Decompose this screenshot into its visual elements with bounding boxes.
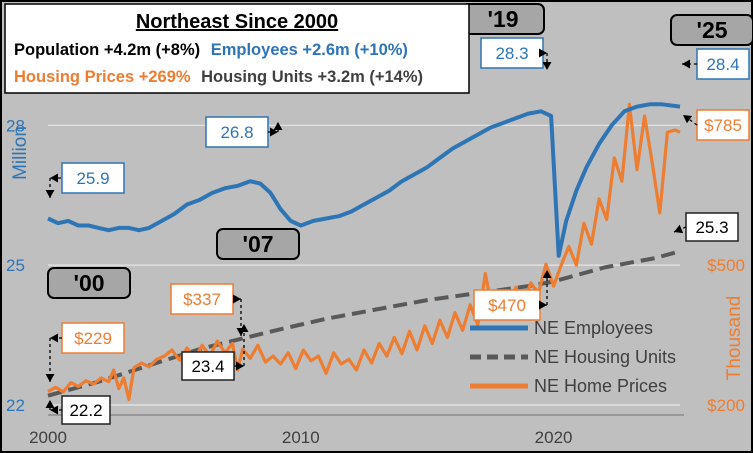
price-callout-box bbox=[61, 322, 125, 354]
x-tick-label: 2020 bbox=[535, 428, 573, 447]
series-line-ne-employees bbox=[47, 102, 681, 258]
price-callout-label: $337 bbox=[183, 290, 221, 309]
gridlines bbox=[48, 124, 680, 406]
left-tick-label: 28 bbox=[6, 116, 25, 135]
right-tick-label: $200 bbox=[707, 396, 745, 415]
employees-callout-label: 25.9 bbox=[76, 169, 109, 188]
annotation-arrowhead bbox=[682, 59, 690, 69]
units-callout-box bbox=[685, 212, 739, 242]
employees-callout-label: 28.3 bbox=[495, 44, 528, 63]
series bbox=[47, 102, 681, 401]
annotation-arrowhead bbox=[50, 173, 58, 183]
employees-callout-box bbox=[61, 162, 125, 194]
annotation-arrowhead bbox=[542, 270, 552, 278]
price-callout-box bbox=[170, 283, 234, 315]
annotation-arrowhead bbox=[674, 224, 684, 234]
legend: NE Employees NE Housing Units NE Home Pric… bbox=[470, 318, 676, 396]
legend-label: NE Home Prices bbox=[534, 376, 667, 396]
header-box: Northeast Since 2000 Population +4.2m (+… bbox=[4, 3, 470, 94]
annotation-arrowhead bbox=[236, 361, 244, 371]
employees-callout-box bbox=[480, 37, 544, 69]
left-tick-label: 25 bbox=[6, 256, 25, 275]
units-callout-label: 23.4 bbox=[191, 357, 224, 376]
year-tag-box bbox=[670, 14, 753, 46]
left-tick-label: 22 bbox=[6, 396, 25, 415]
header-background bbox=[4, 3, 470, 94]
year-tag-box bbox=[47, 267, 131, 299]
annotation-arrowhead bbox=[542, 62, 552, 70]
annotation-arrowhead bbox=[233, 294, 241, 304]
annotation-arrowhead bbox=[239, 324, 249, 332]
year-tag-box bbox=[216, 228, 300, 260]
price-callout-box bbox=[473, 289, 541, 321]
annotation-arrowhead bbox=[539, 300, 547, 310]
employees-callout-label: 28.4 bbox=[706, 55, 739, 74]
stats-line-2: Housing Prices +269% Housing Units +3.2m… bbox=[14, 68, 423, 86]
stat-housing-prices: Housing Prices +269% bbox=[14, 68, 191, 86]
price-callout-label: $785 bbox=[704, 116, 742, 135]
annotation-arrowhead bbox=[539, 48, 547, 58]
right-tick-label: $500 bbox=[707, 256, 745, 275]
units-callout-label: 22.2 bbox=[69, 401, 102, 420]
series-line-ne-home-prices bbox=[47, 102, 681, 401]
legend-label: NE Housing Units bbox=[534, 347, 676, 367]
year-tag-label: '07 bbox=[242, 231, 273, 257]
annotation-arrowhead bbox=[273, 122, 283, 130]
stat-population: Population +4.2m (+8%) bbox=[14, 41, 200, 59]
legend-label: NE Employees bbox=[534, 318, 653, 338]
left-axis-label: Million bbox=[10, 126, 31, 180]
annotation-arrowhead bbox=[45, 190, 55, 198]
employees-callout-box bbox=[696, 48, 750, 80]
units-callout-box bbox=[181, 351, 235, 381]
year-tag-label: '25 bbox=[696, 17, 727, 43]
annotation-arrowhead bbox=[50, 333, 58, 343]
stats-line-1: Population +4.2m (+8%) Employees +2.6m (… bbox=[14, 41, 408, 59]
annotation-arrowhead bbox=[270, 127, 278, 137]
year-tag-label: '19 bbox=[487, 6, 518, 32]
annotation-arrowhead bbox=[45, 374, 55, 382]
right-axis-label: Thousand bbox=[724, 296, 745, 381]
units-callout-label: 25.3 bbox=[695, 218, 728, 237]
x-tick-label: 2000 bbox=[29, 428, 67, 447]
employees-callout-box bbox=[205, 116, 269, 148]
x-tick-label: 2010 bbox=[282, 428, 320, 447]
employees-callout-label: 26.8 bbox=[220, 123, 253, 142]
year-tag-label: '00 bbox=[73, 270, 104, 296]
stat-housing-units: Housing Units +3.2m (+14%) bbox=[201, 68, 423, 86]
annotation-arrowhead bbox=[683, 115, 693, 124]
price-callout-label: $229 bbox=[74, 329, 112, 348]
series-line-ne-housing-units bbox=[47, 249, 681, 398]
chart-title: Northeast Since 2000 bbox=[136, 11, 338, 33]
price-callout-label: $470 bbox=[488, 296, 526, 315]
annotations: '00 '07 '19 '25 25.9 26.8 28.3 28.4 $229 $337 $470… bbox=[45, 3, 753, 425]
annotation-arrowhead bbox=[45, 400, 55, 408]
stat-employees: Employees +2.6m (+10%) bbox=[211, 41, 408, 59]
annotation-arrowhead bbox=[50, 405, 58, 415]
